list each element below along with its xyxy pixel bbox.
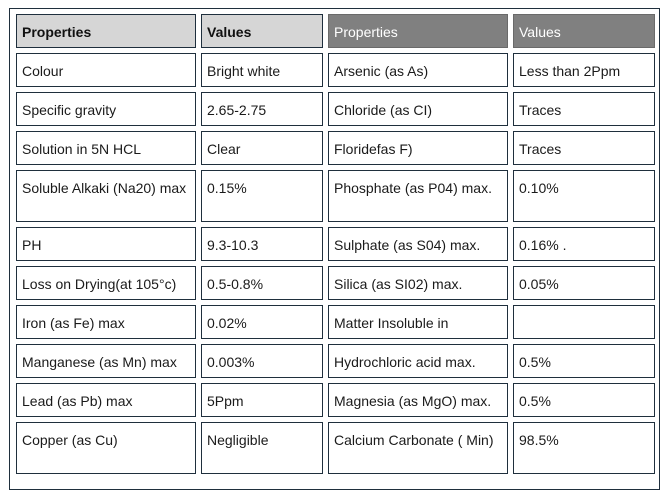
table-cell-value: 0.003% (201, 344, 323, 378)
table-cell-value (513, 305, 655, 339)
header-properties-2: Properties (328, 14, 508, 48)
table-cell-property: Silica (as SI02) max. (328, 266, 508, 300)
table-cell-value: Bright white (201, 53, 323, 87)
properties-table: Properties Values Properties Values Colo… (16, 14, 655, 474)
table-cell-property: Floridefas F) (328, 131, 508, 165)
table-cell-value: 0.5% (513, 383, 655, 417)
table-cell-value: Clear (201, 131, 323, 165)
table-cell-value: 9.3-10.3 (201, 227, 323, 261)
table-cell-property: Chloride (as CI) (328, 92, 508, 126)
table-cell-property: Magnesia (as MgO) max. (328, 383, 508, 417)
table-cell-property: Matter Insoluble in (328, 305, 508, 339)
table-cell-property: Phosphate (as P04) max. (328, 170, 508, 222)
table-cell-value: Less than 2Ppm (513, 53, 655, 87)
table-cell-property: Calcium Carbonate ( Min) (328, 422, 508, 474)
table-cell-property: Sulphate (as S04) max. (328, 227, 508, 261)
table-cell-value: Negligible (201, 422, 323, 474)
table-cell-value: 2.65-2.75 (201, 92, 323, 126)
header-values-2: Values (513, 14, 655, 48)
table-cell-value: 0.10% (513, 170, 655, 222)
table-cell-value: Traces (513, 131, 655, 165)
table-cell-value: 0.16% . (513, 227, 655, 261)
header-properties-1: Properties (16, 14, 196, 48)
properties-table-frame: Properties Values Properties Values Colo… (9, 8, 660, 490)
table-cell-property: PH (16, 227, 196, 261)
table-cell-property: Loss on Drying(at 105°c) (16, 266, 196, 300)
header-values-1: Values (201, 14, 323, 48)
table-cell-value: 0.5% (513, 344, 655, 378)
table-cell-property: Hydrochloric acid max. (328, 344, 508, 378)
table-cell-property: Iron (as Fe) max (16, 305, 196, 339)
table-cell-property: Solution in 5N HCL (16, 131, 196, 165)
table-cell-property: Specific gravity (16, 92, 196, 126)
table-cell-property: Copper (as Cu) (16, 422, 196, 474)
table-cell-value: 5Ppm (201, 383, 323, 417)
table-cell-value: 0.5-0.8% (201, 266, 323, 300)
table-cell-value: 0.05% (513, 266, 655, 300)
table-cell-property: Manganese (as Mn) max (16, 344, 196, 378)
table-cell-property: Arsenic (as As) (328, 53, 508, 87)
table-cell-property: Soluble Alkaki (Na20) max (16, 170, 196, 222)
table-cell-property: Colour (16, 53, 196, 87)
table-cell-property: Lead (as Pb) max (16, 383, 196, 417)
table-cell-value: 0.02% (201, 305, 323, 339)
table-cell-value: 98.5% (513, 422, 655, 474)
table-cell-value: 0.15% (201, 170, 323, 222)
table-cell-value: Traces (513, 92, 655, 126)
